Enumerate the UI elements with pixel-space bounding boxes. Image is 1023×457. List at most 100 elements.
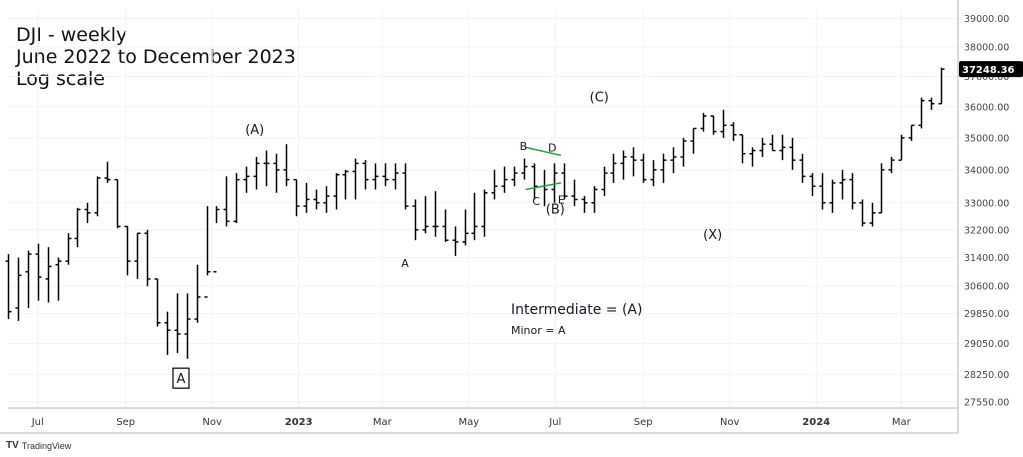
wave-label: B	[520, 140, 528, 153]
ohlc-bar	[501, 166, 508, 193]
ohlc-bar	[819, 173, 826, 210]
tradingview-brand[interactable]: TV TradingView	[6, 440, 71, 451]
ohlc-bar	[481, 189, 488, 237]
minor-annotation: Minor = A	[511, 324, 566, 337]
ohlc-bar	[283, 144, 290, 187]
x-tick-label: Jul	[31, 417, 44, 428]
ohlc-bar	[422, 196, 429, 234]
y-tick-label: 36000.00	[964, 102, 1009, 113]
ohlc-bar	[382, 163, 389, 187]
x-tick-label: 2024	[802, 417, 830, 428]
wave-label: (B)	[546, 203, 565, 218]
ohlc-bar	[55, 257, 62, 301]
ohlc-bar	[759, 137, 766, 157]
ohlc-bar	[243, 166, 250, 193]
wave-label: D	[548, 141, 556, 154]
ohlc-bar	[829, 179, 836, 213]
ohlc-bar	[551, 163, 558, 203]
ohlc-bar	[898, 134, 905, 161]
ohlc-bar	[888, 156, 895, 174]
x-tick-label: Sep	[634, 417, 653, 428]
y-tick-label: 29850.00	[964, 309, 1009, 320]
ohlc-bar	[541, 169, 548, 207]
y-tick-label: 32200.00	[964, 225, 1009, 236]
ohlc-bar	[342, 169, 349, 200]
wave-label: (X)	[703, 228, 722, 243]
ohlc-bar	[700, 112, 707, 132]
ohlc-bar	[591, 186, 598, 213]
ohlc-bar	[869, 202, 876, 227]
ohlc-bar	[799, 153, 806, 183]
ohlc-bar	[640, 153, 647, 183]
ohlc-bar	[839, 169, 846, 200]
ohlc-bar	[878, 163, 885, 214]
ohlc-bar	[164, 311, 171, 355]
ohlc-bar	[789, 137, 796, 170]
ohlc-bar	[184, 293, 191, 359]
ohlc-bar	[154, 278, 161, 327]
ohlc-bar	[392, 163, 399, 190]
last-price-label: 37248.36	[962, 65, 1015, 76]
ohlc-bar	[303, 182, 310, 213]
ohlc-bar	[928, 97, 935, 110]
intermediate-annotation: Intermediate = (A)	[511, 302, 642, 318]
x-tick-label: Mar	[892, 417, 912, 428]
ohlc-bar	[730, 122, 737, 142]
ohlc-bar	[571, 179, 578, 207]
x-tick-label: Nov	[720, 417, 740, 428]
triangle-trendline	[525, 182, 562, 191]
ohlc-bar	[84, 202, 91, 224]
ohlc-bar	[313, 189, 320, 210]
ohlc-bar	[35, 243, 42, 301]
ohlc-bar	[223, 176, 230, 227]
ohlc-bar	[94, 176, 101, 217]
ohlc-bar	[253, 156, 260, 190]
ohlc-bar	[462, 209, 469, 246]
y-tick-label: 27550.00	[964, 397, 1009, 408]
ohlc-bar	[581, 196, 588, 213]
last-price-tag	[959, 61, 1023, 78]
ohlc-bar	[620, 150, 627, 180]
ohlc-bar	[104, 161, 111, 183]
x-tick-label: Nov	[202, 417, 222, 428]
ohlc-bar	[204, 206, 211, 298]
x-tick-label: May	[458, 417, 479, 428]
ohlc-bar	[134, 232, 141, 279]
tradingview-name: TradingView	[21, 440, 72, 451]
ohlc-bar	[273, 153, 280, 193]
ohlc-bar	[630, 147, 637, 177]
x-tick-label: Sep	[116, 417, 135, 428]
ohlc-bar	[749, 147, 756, 167]
ohlc-bar	[650, 160, 657, 187]
ohlc-bar	[809, 173, 816, 197]
ohlc-bar	[918, 97, 925, 129]
ohlc-bar	[352, 158, 359, 200]
ohlc-bar	[293, 178, 300, 217]
ohlc-bar	[471, 192, 478, 241]
boxed-wave-label-frame	[172, 367, 190, 389]
x-tick-label: 2023	[285, 417, 313, 428]
ohlc-bar	[442, 209, 449, 242]
ohlc-bar	[660, 153, 667, 183]
y-tick-label: 39000.00	[964, 14, 1009, 25]
ohlc-bar	[114, 178, 121, 229]
ohlc-bar	[402, 163, 409, 210]
ohlc-bar	[491, 169, 498, 200]
ohlc-bar	[144, 229, 151, 287]
ohlc-chart[interactable]: 27550.00 28250.00 29050.00 29850.00 30600.00…	[0, 0, 1023, 440]
boxed-wave-label: A	[177, 372, 186, 387]
ohlc-bar	[511, 166, 518, 187]
ohlc-bar	[362, 160, 369, 190]
ohlc-bar	[372, 163, 379, 190]
wave-label: (C)	[590, 91, 609, 106]
ohlc-bar	[15, 257, 22, 321]
ohlc-bar	[452, 226, 459, 256]
ohlc-bar	[194, 264, 201, 323]
tradingview-logo-icon: TV	[6, 440, 19, 451]
y-tick-label: 30600.00	[964, 282, 1009, 293]
ohlc-bar	[859, 199, 866, 227]
ohlc-bar	[769, 134, 776, 152]
ohlc-bar	[710, 115, 717, 135]
y-tick-label: 29050.00	[964, 339, 1009, 350]
ohlc-bar	[779, 134, 786, 161]
